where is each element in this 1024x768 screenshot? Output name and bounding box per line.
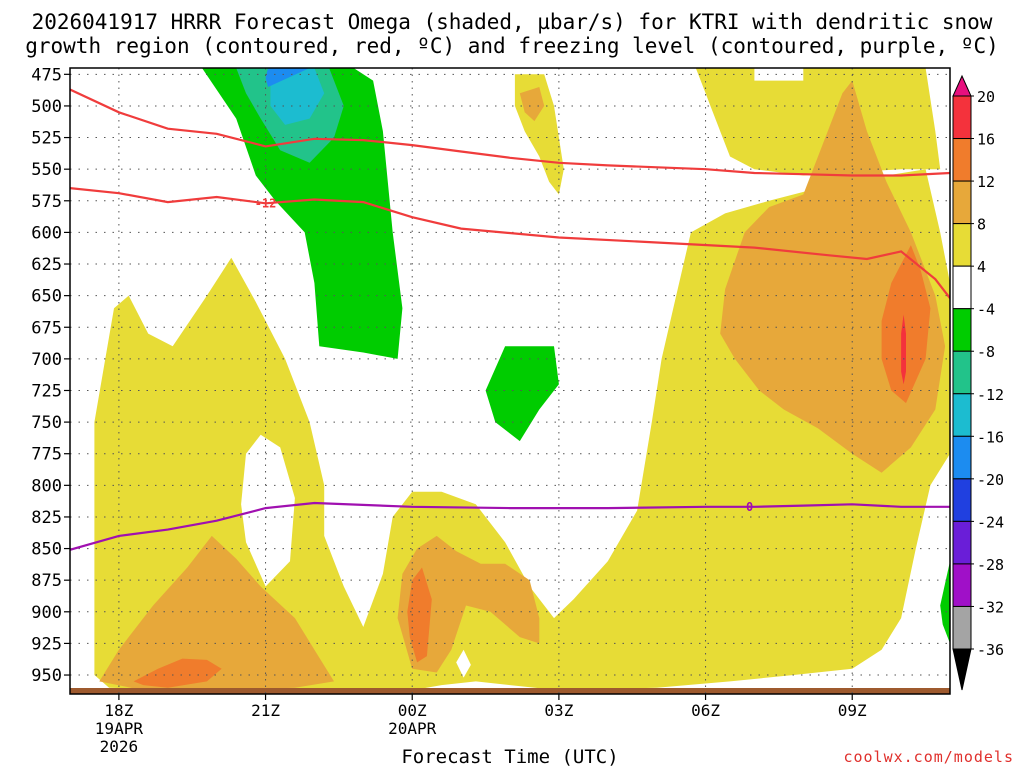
omega-region-7: [901, 314, 906, 385]
y-tick-label-900: 900: [31, 603, 62, 623]
y-tick-label-650: 650: [31, 287, 62, 307]
x-tick-label-20APR: 20APR: [388, 719, 437, 738]
colorbar-label-4: 4: [977, 258, 986, 276]
colorbar-bin--32: [952, 563, 972, 607]
contour-layer: -12 0: [70, 88, 950, 551]
colorbar-bin--8: [952, 308, 972, 352]
x-tick-label-18Z: 18Z: [104, 701, 133, 720]
y-tick-label-825: 825: [31, 508, 62, 528]
y-tick-label-700: 700: [31, 350, 62, 370]
x-tick-label-00Z: 00Z: [398, 701, 427, 720]
omega-region-11: [407, 567, 432, 663]
dgz-lower-contour: [70, 187, 950, 299]
y-tick-label-875: 875: [31, 571, 62, 591]
colorbar-label--16: -16: [977, 428, 1004, 446]
colorbar-bin--20: [952, 435, 972, 480]
colorbar-bottom-arrow: [952, 648, 972, 691]
y-axis: 475 500 525 550 575 600 625 650 675 700 725 750 775 8…: [31, 65, 70, 686]
colorbar-label-12: 12: [977, 173, 995, 191]
colorbar-bin-8: [952, 180, 972, 225]
terrain-strip: [70, 688, 950, 694]
colorbar-bin--16: [952, 393, 972, 437]
colorbar-bin--28: [952, 520, 972, 565]
omega-region-13: [241, 434, 295, 587]
freezing-level-contour: [70, 501, 950, 551]
chart-title-line-2: growth region (contoured, red, ºC) and f…: [25, 34, 999, 58]
y-tick-label-625: 625: [31, 255, 62, 275]
omega-region-3: [754, 68, 804, 81]
y-tick-label-750: 750: [31, 413, 62, 433]
colorbar-label--32: -32: [977, 598, 1004, 616]
x-tick-label-21Z: 21Z: [251, 701, 280, 720]
y-tick-label-575: 575: [31, 192, 62, 212]
colorbar-label--24: -24: [977, 513, 1004, 531]
grid-layer: [70, 68, 950, 694]
omega-region-10: [397, 535, 540, 673]
y-tick-label-675: 675: [31, 318, 62, 338]
x-tick-label-03Z: 03Z: [544, 701, 573, 720]
y-tick-label-600: 600: [31, 223, 62, 243]
colorbar-label--20: -20: [977, 471, 1004, 489]
colorbar: 20 16 12 8 4 -4 -8 -12 -16 -20 -24 -28 -32 -36: [952, 74, 1004, 691]
y-tick-label-500: 500: [31, 97, 62, 117]
x-tick-label-2026: 2026: [100, 737, 139, 756]
omega-region-6: [881, 245, 931, 404]
omega-shading-layer: [94, 68, 950, 694]
omega-region-19: [270, 68, 325, 125]
y-tick-label-525: 525: [31, 129, 62, 149]
x-axis-label: Forecast Time (UTC): [401, 746, 619, 768]
omega-region-4: [519, 87, 545, 122]
omega-region-8: [99, 535, 334, 691]
colorbar-bin-12: [952, 138, 972, 182]
chart-title-line-1: 2026041917 HRRR Forecast Omega (shaded, …: [31, 10, 993, 34]
y-tick-label-475: 475: [31, 65, 62, 85]
colorbar-bin--24: [952, 478, 972, 522]
credit-link[interactable]: coolwx.com/models: [843, 748, 1014, 766]
colorbar-top-arrow: [952, 74, 972, 97]
colorbar-bin-4: [952, 223, 972, 267]
colorbar-label-16: 16: [977, 131, 995, 149]
y-tick-label-800: 800: [31, 476, 62, 496]
y-tick-label-925: 925: [31, 634, 62, 654]
colorbar-label--8: -8: [977, 343, 995, 361]
omega-region-20: [265, 68, 310, 87]
x-tick-label-19APR: 19APR: [95, 719, 144, 738]
plot-frame: [69, 67, 951, 695]
colorbar-label--12: -12: [977, 386, 1004, 404]
y-tick-label-775: 775: [31, 445, 62, 465]
x-tick-label-09Z: 09Z: [838, 701, 867, 720]
x-tick-label-06Z: 06Z: [691, 701, 720, 720]
omega-region-17: [940, 561, 950, 644]
colorbar-label--28: -28: [977, 556, 1004, 574]
colorbar-bin-16: [952, 95, 972, 140]
dgz-upper-contour: [70, 88, 950, 177]
y-tick-label-725: 725: [31, 381, 62, 401]
colorbar-label--4: -4: [977, 301, 995, 319]
colorbar-label--36: -36: [977, 641, 1004, 659]
omega-region-2: [695, 68, 941, 176]
y-tick-label-950: 950: [31, 666, 62, 686]
y-tick-label-550: 550: [31, 160, 62, 180]
colorbar-label-8: 8: [977, 216, 986, 234]
y-tick-label-850: 850: [31, 540, 62, 560]
omega-region-16: [485, 346, 559, 442]
colorbar-bin--4: [952, 265, 972, 310]
colorbar-label-20: 20: [977, 88, 995, 106]
omega-region-12: [456, 649, 471, 678]
dgz-lower-label: -12: [255, 196, 277, 210]
colorbar-bin--12: [952, 350, 972, 395]
freezing-level-label: 0: [746, 500, 753, 514]
colorbar-bin--36: [952, 605, 972, 650]
omega-region-9: [133, 658, 222, 688]
